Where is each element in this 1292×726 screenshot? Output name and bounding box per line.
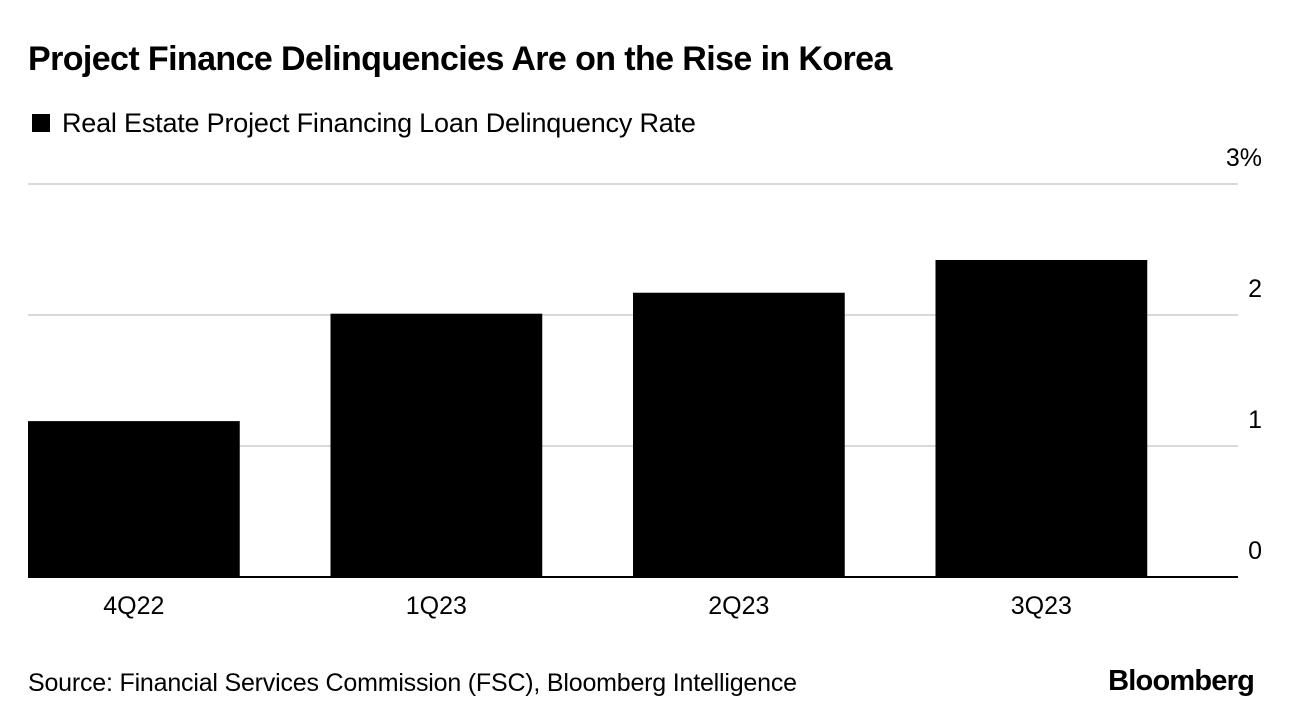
source-note: Source: Financial Services Commission (F…: [28, 669, 797, 697]
x-tick-label-2Q23: 2Q23: [708, 592, 769, 620]
chart-title: Project Finance Delinquencies Are on the…: [28, 40, 892, 78]
y-tick-label-3: 3%: [1226, 144, 1262, 172]
x-tick-label-4Q22: 4Q22: [103, 592, 164, 620]
x-tick-label-3Q23: 3Q23: [1011, 592, 1072, 620]
bar-4Q22: [28, 421, 240, 577]
x-tick-label-1Q23: 1Q23: [406, 592, 467, 620]
legend-label: Real Estate Project Financing Loan Delin…: [62, 107, 696, 138]
y-tick-label-0: 0: [1248, 537, 1262, 565]
bar-3Q23: [935, 259, 1148, 577]
y-tick-label-2: 2: [1248, 275, 1262, 303]
bar-2Q23: [633, 292, 845, 577]
legend-swatch: [32, 114, 50, 132]
bloomberg-logo: Bloomberg: [1108, 665, 1255, 697]
legend: Real Estate Project Financing Loan Delin…: [32, 107, 696, 139]
bar-1Q23: [330, 313, 543, 577]
y-tick-label-1: 1: [1248, 406, 1262, 434]
